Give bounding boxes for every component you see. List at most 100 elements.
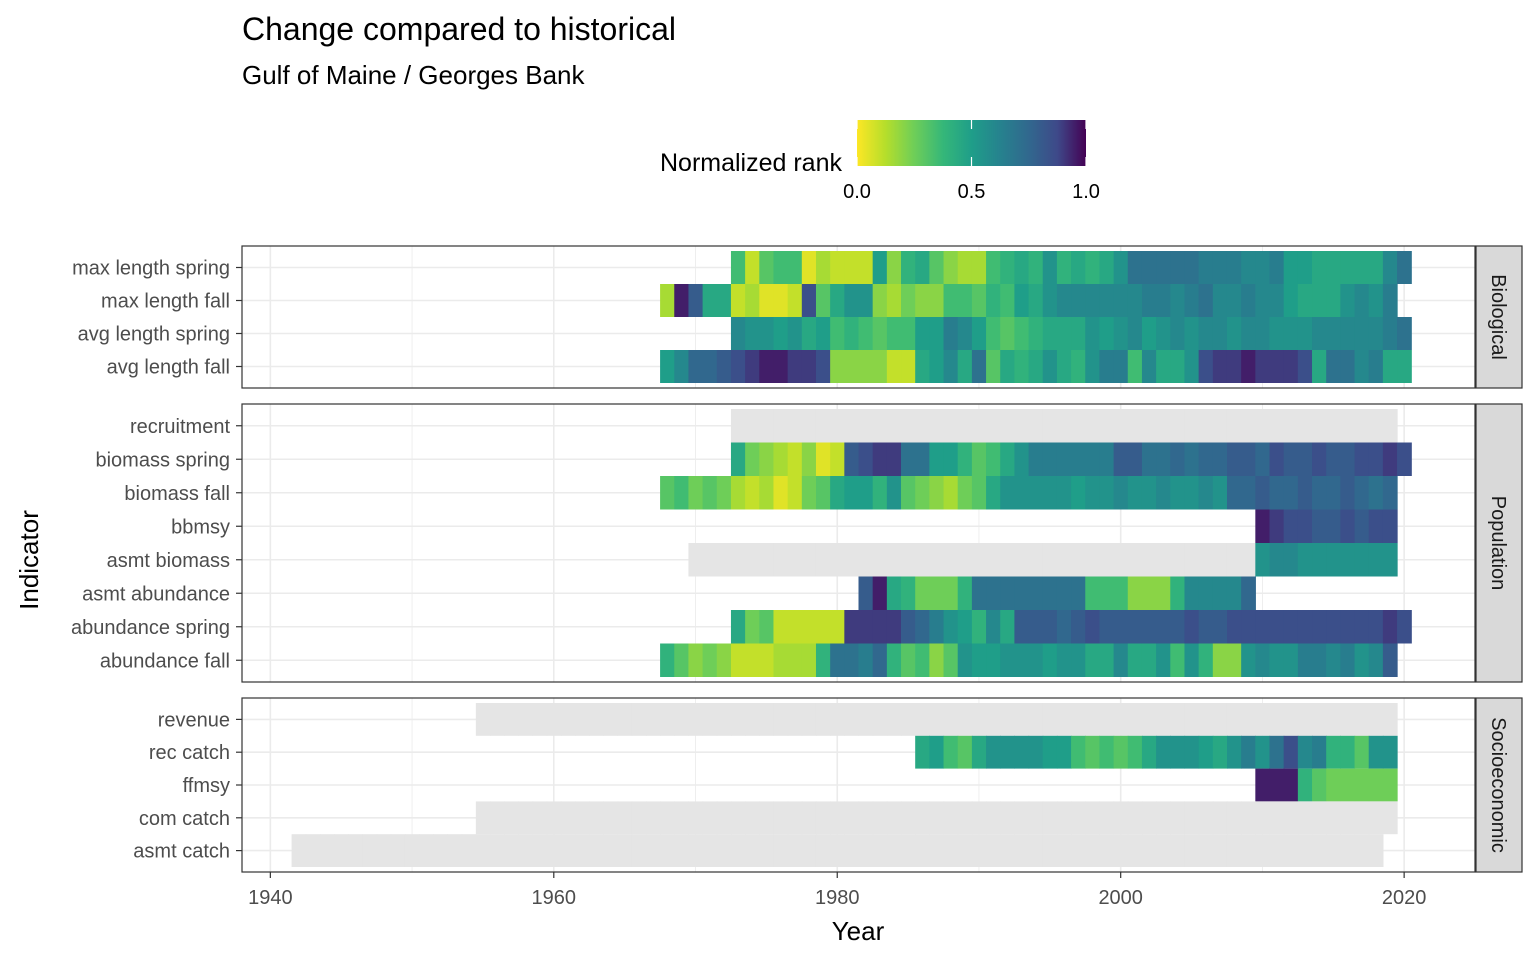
heatmap-cell — [1255, 317, 1271, 350]
heatmap-cell — [1397, 251, 1412, 284]
heatmap-cell — [1226, 643, 1242, 677]
heatmap-cell — [901, 476, 916, 510]
heatmap-cell — [1014, 543, 1030, 577]
heatmap-cell — [1283, 543, 1299, 577]
heatmap-cell — [915, 801, 930, 835]
heatmap-cell — [1141, 350, 1157, 383]
heatmap-cell — [490, 801, 505, 835]
y-axis-title: Indicator — [14, 510, 44, 610]
heatmap-cell — [1283, 703, 1299, 736]
heatmap-cell — [787, 251, 803, 284]
heatmap-cell — [1226, 476, 1242, 510]
heatmap-cell — [1297, 610, 1313, 644]
heatmap-cell — [1170, 251, 1186, 284]
indicator-row-abundance-spring — [730, 610, 1412, 644]
heatmap-cell — [660, 703, 675, 736]
heatmap-cell — [1340, 442, 1356, 476]
heatmap-cell — [915, 350, 930, 383]
heatmap-cell — [1071, 317, 1086, 350]
heatmap-cell — [1071, 576, 1086, 610]
heatmap-cell — [1340, 251, 1356, 284]
heatmap-cell — [1255, 476, 1271, 510]
heatmap-cell — [1226, 834, 1242, 867]
heatmap-cell — [348, 834, 364, 867]
heatmap-cell — [830, 703, 845, 736]
y-tick-label: recruitment — [130, 416, 230, 438]
heatmap-cell — [1198, 350, 1214, 383]
heatmap-cell — [716, 834, 732, 867]
heatmap-cell — [858, 543, 874, 577]
heatmap-cell — [631, 834, 647, 867]
heatmap-cell — [986, 576, 1001, 610]
heatmap-cell — [1255, 409, 1271, 443]
heatmap-cell — [1127, 442, 1143, 476]
heatmap-cell — [1340, 834, 1356, 867]
heatmap-cell — [1354, 409, 1370, 443]
heatmap-cell — [957, 317, 973, 350]
heatmap-cell — [1099, 284, 1115, 317]
heatmap-cell — [1326, 703, 1341, 736]
heatmap-cell — [773, 409, 789, 443]
indicator-row-biomass-spring — [730, 442, 1412, 476]
heatmap-cell — [773, 834, 789, 867]
heatmap-cell — [1226, 735, 1242, 769]
heatmap-cell — [943, 576, 959, 610]
heatmap-cell — [589, 703, 604, 736]
heatmap-cell — [787, 442, 803, 476]
heatmap-cell — [1297, 251, 1313, 284]
heatmap-cell — [957, 543, 973, 577]
heatmap-cell — [830, 834, 845, 867]
heatmap-cell — [1198, 834, 1214, 867]
heatmap-cell — [730, 350, 746, 383]
heatmap-cell — [1269, 317, 1285, 350]
indicator-row-bbmsy — [1255, 509, 1398, 543]
heatmap-cell — [1042, 735, 1058, 769]
heatmap-cell — [1368, 768, 1384, 802]
heatmap-cell — [1212, 735, 1228, 769]
heatmap-cell — [376, 834, 392, 867]
heatmap-cell — [1071, 476, 1086, 510]
heatmap-cell — [1141, 409, 1157, 443]
heatmap-cell — [730, 476, 746, 510]
heatmap-cell — [1326, 735, 1341, 769]
heatmap-cell — [1212, 610, 1228, 644]
heatmap-cell — [1198, 703, 1214, 736]
heatmap-cell — [986, 350, 1001, 383]
heatmap-cell — [1085, 703, 1101, 736]
heatmap-cell — [759, 643, 775, 677]
heatmap-cell — [560, 703, 576, 736]
heatmap-cell — [844, 409, 860, 443]
heatmap-cell — [1184, 834, 1200, 867]
heatmap-cell — [688, 476, 704, 510]
heatmap-cell — [1241, 543, 1256, 577]
heatmap-cell — [1368, 509, 1384, 543]
heatmap-cell — [1382, 509, 1398, 543]
heatmap-cell — [1071, 442, 1086, 476]
heatmap-cell — [971, 610, 987, 644]
heatmap-cell — [1141, 442, 1157, 476]
legend-tick-label: 0.0 — [843, 181, 871, 203]
heatmap-cell — [815, 284, 831, 317]
heatmap-cell — [1170, 350, 1186, 383]
heatmap-cell — [1241, 576, 1256, 610]
heatmap-cell — [844, 643, 860, 677]
heatmap-cell — [1014, 703, 1030, 736]
heatmap-cell — [1212, 284, 1228, 317]
heatmap-cell — [1354, 768, 1370, 802]
heatmap-cell — [1170, 735, 1186, 769]
heatmap-cell — [1042, 703, 1058, 736]
heatmap-cell — [1056, 284, 1072, 317]
heatmap-cell — [929, 801, 945, 835]
heatmap-cell — [490, 703, 505, 736]
heatmap-cell — [702, 703, 718, 736]
heatmap-cell — [1368, 834, 1384, 867]
heatmap-cell — [1297, 543, 1313, 577]
heatmap-cell — [1184, 703, 1200, 736]
heatmap-cell — [1198, 284, 1214, 317]
heatmap-cell — [1212, 476, 1228, 510]
heatmap-cell — [674, 801, 690, 835]
heatmap-cell — [1255, 834, 1271, 867]
heatmap-cell — [929, 576, 945, 610]
panel-population: recruitment biomass spring biomass fall bbm… — [71, 403, 1523, 683]
heatmap-cell — [787, 834, 803, 867]
